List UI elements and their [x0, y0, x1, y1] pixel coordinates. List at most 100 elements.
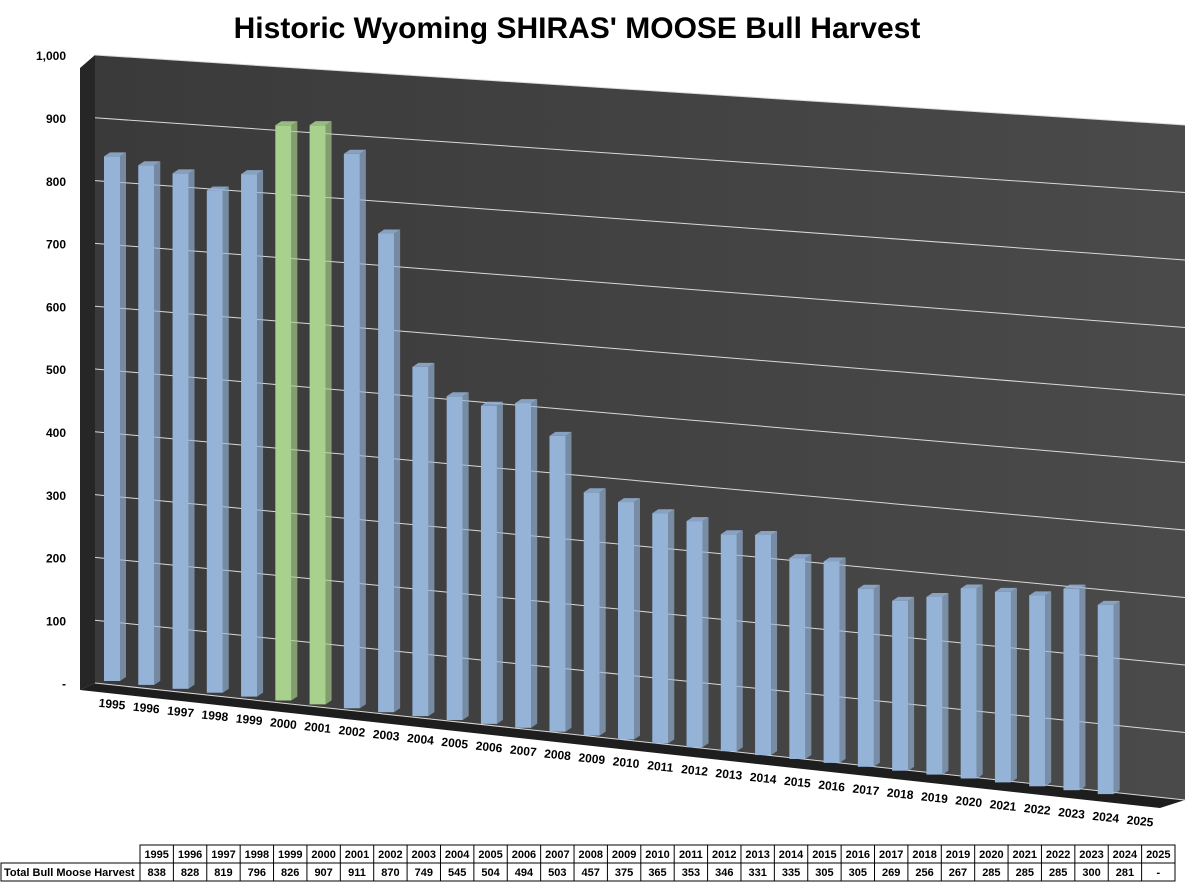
bar-top [104, 152, 126, 157]
table-header: 2011 [679, 849, 703, 861]
bar-top [1063, 584, 1086, 589]
table-header: 2007 [545, 849, 569, 861]
table-cell: 457 [582, 867, 600, 879]
bar-side [428, 362, 435, 717]
bar-top [1029, 591, 1052, 596]
bar-side [908, 596, 915, 771]
bar [1029, 595, 1046, 787]
x-tick-label: 2016 [818, 778, 846, 795]
table-header: 2004 [445, 849, 470, 861]
x-tick-label: 2011 [647, 758, 675, 775]
table-cell: 335 [782, 867, 800, 879]
table-header: 1997 [211, 849, 235, 861]
bar [652, 513, 669, 744]
x-tick-label: 2013 [715, 766, 743, 783]
bar-side [188, 169, 195, 689]
bar-side [942, 592, 949, 775]
table-cell: 346 [715, 867, 733, 879]
table-cell: 285 [1016, 867, 1034, 879]
y-tick-label: 700 [46, 238, 66, 252]
table-cell: 285 [982, 867, 1000, 879]
table-header: 2001 [345, 849, 369, 861]
table-cell: 870 [381, 867, 399, 879]
table-header: 1998 [245, 849, 269, 861]
bar-side [1045, 591, 1052, 787]
bar [309, 125, 326, 705]
y-tick-label: 1,000 [36, 49, 66, 63]
bar [618, 502, 634, 740]
x-tick-label: 2005 [441, 735, 469, 752]
table-header: 2014 [779, 849, 804, 861]
x-tick-label: 2003 [372, 727, 400, 744]
bar-top [378, 229, 401, 234]
bar [857, 588, 874, 767]
bar-side [634, 498, 640, 740]
x-tick-label: 2006 [475, 739, 503, 756]
bar-top [994, 587, 1017, 592]
table-header: 2022 [1046, 849, 1070, 861]
table-header: 2010 [645, 849, 669, 861]
table-cell: 826 [281, 867, 299, 879]
table-frame [0, 862, 1176, 882]
x-tick-label: 1995 [98, 696, 126, 713]
table-cell: 285 [1049, 867, 1067, 879]
bar-top [618, 498, 640, 503]
bar-side [154, 161, 161, 685]
table-cell: 365 [648, 867, 666, 879]
chart-title: Historic Wyoming SHIRAS' MOOSE Bull Harv… [234, 12, 921, 45]
x-tick-label: 1996 [132, 700, 160, 717]
table-cell: 353 [682, 867, 700, 879]
x-tick-label: 2018 [886, 786, 914, 803]
bar [755, 534, 772, 756]
bar-side [565, 431, 572, 732]
table-cell: 494 [515, 867, 534, 879]
table-header: 2005 [478, 849, 502, 861]
bar-top [755, 530, 778, 535]
x-tick-label: 2023 [1058, 805, 1086, 822]
bar-top [480, 401, 503, 406]
bar-top [343, 149, 366, 154]
table-row-header: Total Bull Moose Harvest [4, 867, 135, 879]
x-tick-label: 1998 [201, 708, 229, 725]
x-tick-label: 2002 [338, 723, 366, 740]
bar [549, 435, 566, 732]
bar-side [257, 170, 264, 697]
table-header: 2002 [378, 849, 402, 861]
bar-side [1113, 600, 1120, 795]
table-header: 2012 [712, 849, 736, 861]
table-header: 2006 [512, 849, 536, 861]
bar [926, 596, 943, 775]
table-cell: 256 [915, 867, 933, 879]
bar [206, 190, 223, 693]
bar-side [359, 149, 366, 709]
table-header: 2003 [412, 849, 436, 861]
bar-top [138, 161, 161, 166]
bar-top [206, 186, 229, 191]
bar-side [394, 229, 401, 713]
table-cell: 749 [415, 867, 433, 879]
y-tick-label: 800 [46, 175, 66, 189]
table-header: 2009 [612, 849, 636, 861]
table-header: 2021 [1013, 849, 1037, 861]
table-cell: 305 [815, 867, 833, 879]
bar-top [241, 170, 264, 175]
table-header: 2024 [1113, 849, 1138, 861]
bar-side [736, 530, 743, 752]
table-cell: 267 [949, 867, 967, 879]
x-tick-label: 1997 [167, 704, 195, 721]
floor [80, 683, 1185, 808]
bar-side [291, 121, 298, 701]
table-cell: 819 [214, 867, 232, 879]
table-header: 2019 [946, 849, 970, 861]
bar-top [583, 488, 606, 493]
bar-top [1097, 600, 1120, 605]
bar-side [976, 584, 983, 779]
table-header: 2008 [578, 849, 602, 861]
y-tick-label: 100 [46, 614, 66, 628]
bar-side [599, 488, 606, 736]
bar-top [960, 584, 983, 589]
bar [480, 405, 497, 724]
y-tick-label: 300 [46, 489, 66, 503]
bar-side [496, 401, 503, 724]
